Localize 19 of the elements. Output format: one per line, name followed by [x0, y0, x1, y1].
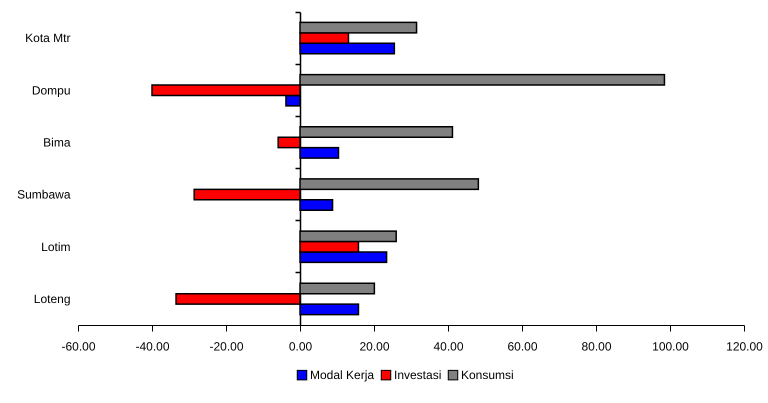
y-tick-label: Bima: [43, 135, 71, 150]
y-tick-label: Sumbawa: [17, 188, 71, 202]
x-tick-label: -40.00: [135, 340, 170, 354]
legend-label: Investasi: [394, 368, 442, 382]
x-tick-label: 120.00: [726, 340, 764, 354]
x-tick-label: -20.00: [209, 340, 244, 354]
x-tick-label: 20.00: [359, 340, 390, 354]
x-tick-label: 0.00: [288, 340, 312, 354]
y-tick-label: Kota Mtr: [25, 31, 70, 46]
x-tick-label: 40.00: [433, 340, 464, 354]
y-tick-label: Loteng: [34, 292, 70, 306]
x-tick-label: 60.00: [507, 340, 538, 354]
y-tick-label: Dompu: [32, 83, 70, 98]
legend-label: Modal Kerja: [310, 368, 374, 382]
x-tick-label: 100.00: [652, 340, 690, 354]
x-tick-label: -60.00: [61, 340, 96, 354]
legend-label: Konsumsi: [461, 368, 514, 382]
y-tick-label: Lotim: [41, 240, 71, 254]
x-tick-label: 80.00: [581, 340, 612, 354]
